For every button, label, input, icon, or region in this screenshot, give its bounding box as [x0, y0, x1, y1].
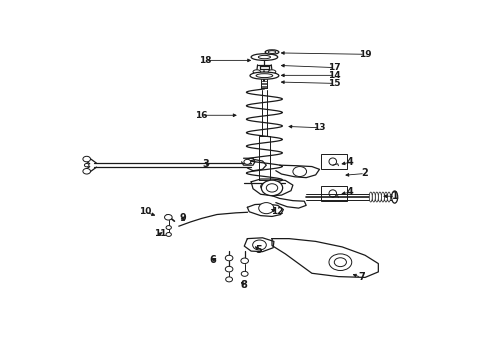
Text: 14: 14 — [328, 71, 341, 80]
Ellipse shape — [251, 54, 278, 60]
Text: 10: 10 — [139, 207, 151, 216]
Text: 19: 19 — [359, 50, 371, 59]
Ellipse shape — [165, 215, 172, 220]
Text: 2: 2 — [362, 168, 368, 179]
Ellipse shape — [166, 233, 172, 237]
Ellipse shape — [244, 159, 251, 164]
Ellipse shape — [385, 192, 388, 202]
Ellipse shape — [241, 258, 248, 264]
Text: 5: 5 — [255, 245, 262, 255]
Bar — [321, 186, 347, 201]
Ellipse shape — [261, 180, 283, 195]
Ellipse shape — [261, 184, 268, 189]
Ellipse shape — [241, 271, 248, 276]
Text: 17: 17 — [328, 63, 341, 72]
Ellipse shape — [392, 191, 398, 203]
Text: 6: 6 — [210, 255, 217, 265]
Ellipse shape — [83, 168, 91, 174]
Ellipse shape — [253, 70, 261, 74]
Text: 1: 1 — [392, 191, 399, 201]
Ellipse shape — [372, 192, 375, 202]
Ellipse shape — [259, 203, 274, 214]
Ellipse shape — [375, 192, 378, 202]
Text: 4: 4 — [346, 157, 353, 167]
Text: 7: 7 — [358, 273, 365, 283]
Ellipse shape — [381, 192, 385, 202]
Ellipse shape — [268, 70, 276, 74]
Ellipse shape — [226, 277, 233, 282]
Ellipse shape — [225, 266, 233, 272]
Ellipse shape — [388, 192, 391, 202]
Text: 12: 12 — [271, 207, 284, 216]
Text: 16: 16 — [196, 111, 208, 120]
Ellipse shape — [293, 167, 307, 176]
Text: 11: 11 — [154, 229, 166, 238]
Ellipse shape — [329, 254, 352, 270]
Bar — [321, 154, 347, 169]
Ellipse shape — [369, 192, 372, 202]
Ellipse shape — [253, 240, 267, 250]
Ellipse shape — [166, 226, 172, 229]
Text: 4: 4 — [346, 187, 353, 197]
Ellipse shape — [83, 156, 91, 162]
Ellipse shape — [225, 255, 233, 261]
Text: 9: 9 — [179, 213, 186, 224]
Text: 18: 18 — [199, 56, 212, 65]
Text: 13: 13 — [313, 123, 326, 132]
Text: 15: 15 — [328, 79, 341, 88]
Text: 8: 8 — [240, 280, 247, 290]
Ellipse shape — [250, 72, 279, 79]
Ellipse shape — [378, 192, 381, 202]
Ellipse shape — [265, 50, 279, 54]
Text: 3: 3 — [202, 159, 209, 169]
